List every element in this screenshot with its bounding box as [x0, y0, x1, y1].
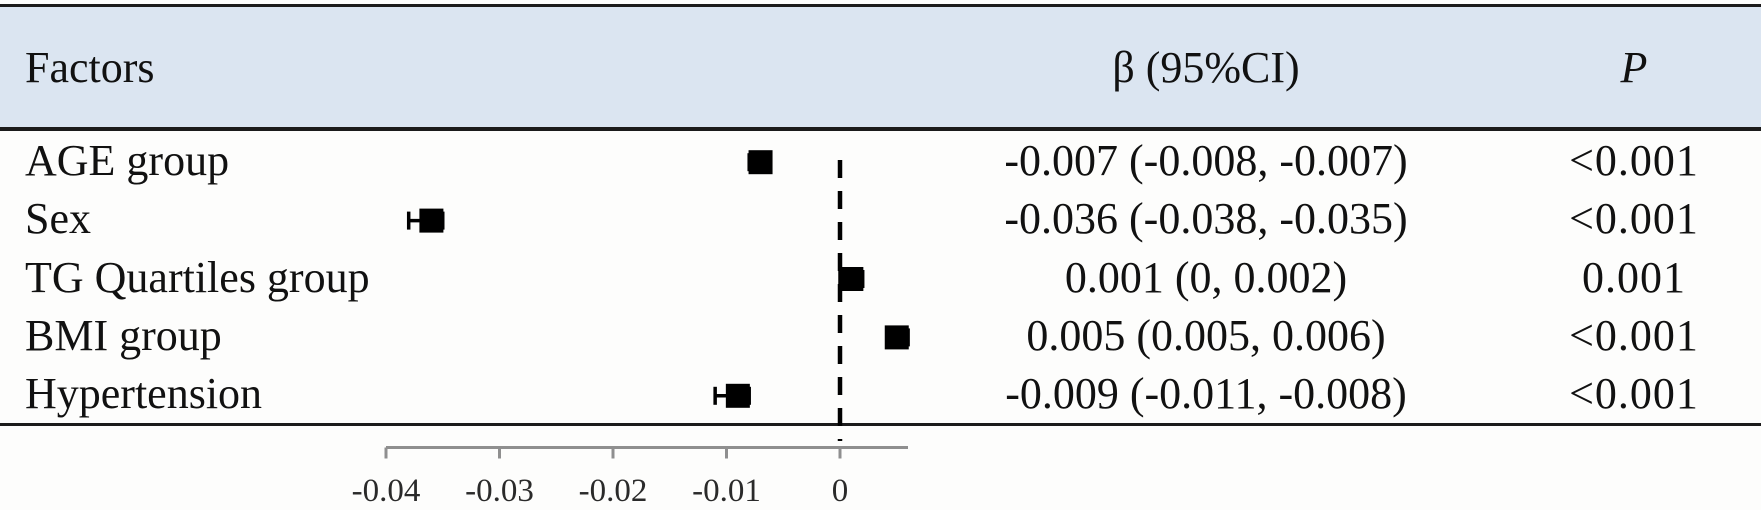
p-value: <0.001	[1569, 194, 1699, 244]
beta-marker	[884, 325, 909, 350]
table-row: Hypertension -0.009 (-0.011, -0.008) <0.…	[0, 365, 1761, 423]
factor-label: BMI group	[25, 310, 222, 360]
beta-ci-value: 0.001 (0, 0.002)	[1064, 252, 1348, 302]
beta-marker	[839, 267, 864, 291]
p-value: 0.001	[1582, 252, 1686, 302]
factor-label: TG Quartiles group	[25, 252, 370, 302]
beta-marker	[419, 208, 444, 233]
p-value: <0.001	[1569, 310, 1699, 360]
table-row: AGE group -0.007 (-0.008, -0.007) <0.001	[0, 131, 1761, 189]
beta-ci-value: -0.036 (-0.038, -0.035)	[1004, 194, 1408, 244]
header-p: P	[1620, 42, 1648, 92]
header-factors: Factors	[25, 42, 155, 92]
beta-ci-value: 0.005 (0.005, 0.006)	[1026, 310, 1386, 360]
p-value: <0.001	[1569, 135, 1699, 185]
axis-tick-label: -0.04	[352, 473, 421, 509]
table-header: Factors β (95%CI) P	[0, 7, 1761, 127]
p-value: <0.001	[1569, 369, 1699, 419]
table-top-rule	[0, 4, 1761, 7]
factor-label: Hypertension	[25, 369, 263, 419]
table-body: AGE group -0.007 (-0.008, -0.007) <0.001…	[0, 131, 1761, 423]
header-separator-rule	[0, 127, 1761, 131]
beta-marker	[725, 383, 750, 408]
beta-ci-value: -0.007 (-0.008, -0.007)	[1004, 135, 1408, 185]
table-row: TG Quartiles group 0.001 (0, 0.002) 0.00…	[0, 248, 1761, 306]
factor-label: AGE group	[25, 135, 230, 185]
axis-tick-label: -0.01	[692, 473, 761, 509]
axis-tick-label: -0.03	[465, 473, 534, 509]
axis-tick-label: -0.02	[579, 473, 648, 509]
factor-label: Sex	[25, 194, 91, 244]
table-row: Sex -0.036 (-0.038, -0.035) <0.001	[0, 189, 1761, 247]
beta-marker	[748, 150, 773, 175]
header-beta-ci: β (95%CI)	[1112, 42, 1300, 92]
table-row: BMI group 0.005 (0.005, 0.006) <0.001	[0, 306, 1761, 364]
beta-ci-value: -0.009 (-0.011, -0.008)	[1005, 369, 1407, 419]
table-bottom-rule	[0, 423, 1761, 426]
axis-tick-label: 0	[832, 473, 849, 509]
